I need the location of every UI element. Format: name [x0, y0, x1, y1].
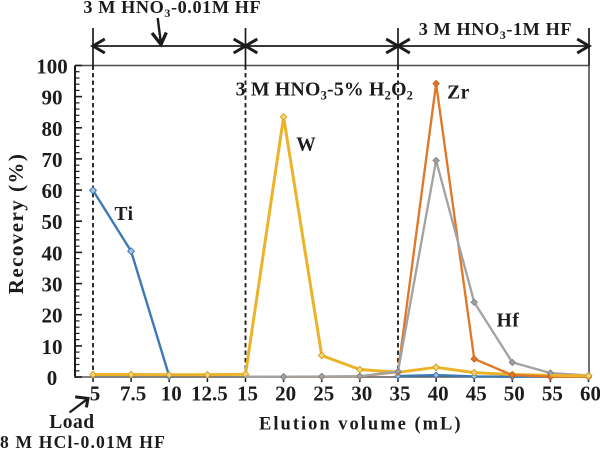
svg-text:100: 100	[36, 55, 68, 79]
svg-text:Load: Load	[49, 412, 94, 433]
svg-text:Hf: Hf	[497, 311, 520, 332]
svg-text:80: 80	[42, 117, 63, 141]
svg-text:35: 35	[390, 382, 411, 406]
svg-text:5: 5	[90, 382, 101, 406]
svg-text:60: 60	[42, 179, 63, 203]
svg-text:30: 30	[42, 273, 63, 297]
svg-text:70: 70	[42, 148, 63, 172]
svg-text:10: 10	[161, 382, 182, 406]
svg-text:10: 10	[42, 335, 63, 359]
svg-text:Elution volume (mL): Elution volume (mL)	[259, 414, 462, 434]
svg-text:3 M HNO3-1M HF: 3 M HNO3-1M HF	[419, 19, 572, 42]
svg-text:55: 55	[542, 382, 563, 406]
svg-text:0: 0	[47, 366, 58, 390]
svg-text:3 M HNO3-0.01M HF: 3 M HNO3-0.01M HF	[83, 0, 261, 20]
svg-text:40: 40	[42, 241, 63, 265]
svg-text:90: 90	[42, 86, 63, 110]
svg-text:25: 25	[313, 382, 334, 406]
svg-text:Zr: Zr	[447, 82, 470, 103]
svg-text:Ti: Ti	[114, 204, 133, 225]
svg-text:W: W	[296, 135, 316, 156]
svg-text:50: 50	[504, 382, 525, 406]
svg-text:Recovery (%): Recovery (%)	[4, 153, 28, 295]
svg-text:7.5: 7.5	[120, 382, 146, 406]
svg-text:60: 60	[580, 382, 600, 406]
svg-text:15: 15	[237, 382, 258, 406]
svg-text:30: 30	[351, 382, 372, 406]
svg-text:45: 45	[466, 382, 487, 406]
svg-text:20: 20	[42, 304, 63, 328]
svg-text:20: 20	[275, 382, 296, 406]
svg-text:12.5: 12.5	[191, 382, 228, 406]
svg-text:50: 50	[42, 210, 63, 234]
svg-text:3 M HNO3-5% H2O2: 3 M HNO3-5% H2O2	[236, 78, 413, 102]
svg-text:8 M HCl-0.01M HF: 8 M HCl-0.01M HF	[0, 432, 166, 449]
svg-text:40: 40	[428, 382, 449, 406]
